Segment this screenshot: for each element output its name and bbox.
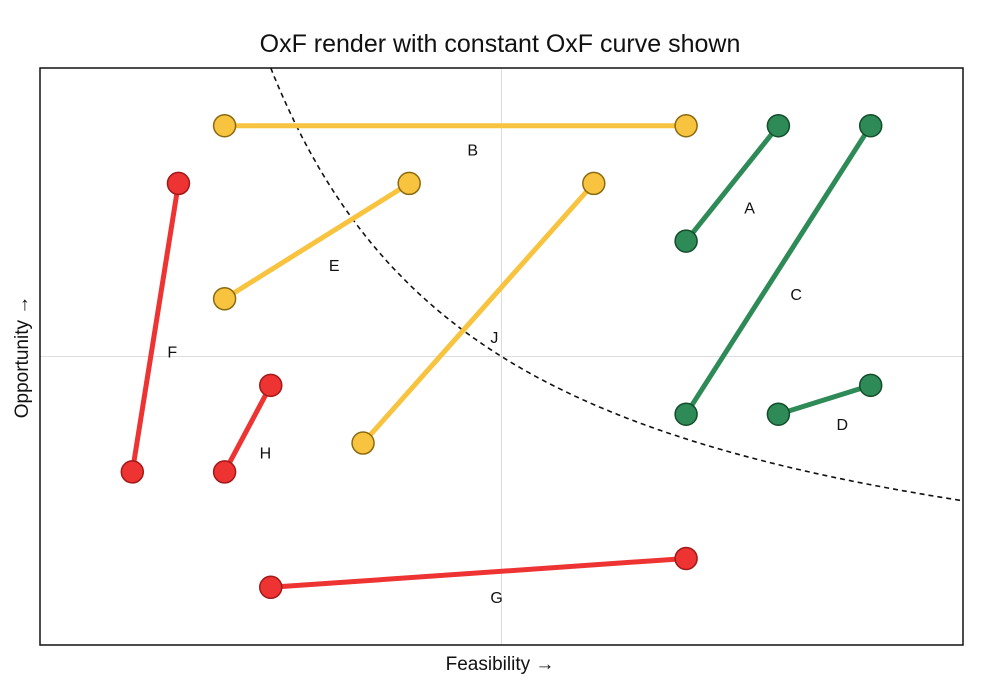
label-A: A: [744, 200, 755, 217]
segment-E: [223, 181, 411, 301]
segment-J: [361, 181, 596, 445]
point-F-1: [120, 460, 145, 484]
point-E-2: [397, 171, 421, 196]
point-J-2: [582, 171, 606, 196]
segment-D: [777, 382, 872, 417]
segment-C: [683, 124, 873, 416]
segment-G: [270, 555, 687, 590]
point-C-1: [674, 402, 698, 426]
point-B-2: [674, 113, 698, 138]
point-J-1: [351, 431, 375, 455]
point-G-1: [259, 575, 283, 600]
point-B-1: [212, 113, 237, 138]
point-A-1: [674, 229, 698, 253]
point-G-2: [674, 546, 698, 571]
x-axis-label: Feasibility →: [446, 654, 555, 675]
point-H-1: [212, 460, 237, 484]
label-D: D: [837, 417, 849, 434]
plot-frame: [39, 67, 964, 646]
y-axis-label: Opportunity →: [12, 296, 33, 419]
constant-oxf-curve: [270, 67, 964, 502]
point-A-2: [766, 113, 791, 138]
label-B: B: [467, 143, 478, 160]
label-H: H: [260, 446, 272, 463]
label-F: F: [167, 345, 177, 362]
point-C-2: [858, 113, 883, 138]
label-J: J: [490, 330, 498, 347]
point-H-2: [259, 373, 283, 398]
segment-F: [129, 183, 181, 473]
point-E-1: [212, 287, 237, 311]
label-G: G: [490, 590, 502, 607]
point-D-2: [858, 373, 883, 398]
point-F-2: [166, 171, 191, 196]
chart-title: OxF render with constant OxF curve shown: [260, 30, 741, 58]
label-E: E: [329, 258, 340, 275]
point-D-1: [766, 402, 791, 426]
segment-H: [222, 384, 273, 474]
label-C: C: [790, 287, 802, 304]
segment-A: [684, 124, 781, 243]
